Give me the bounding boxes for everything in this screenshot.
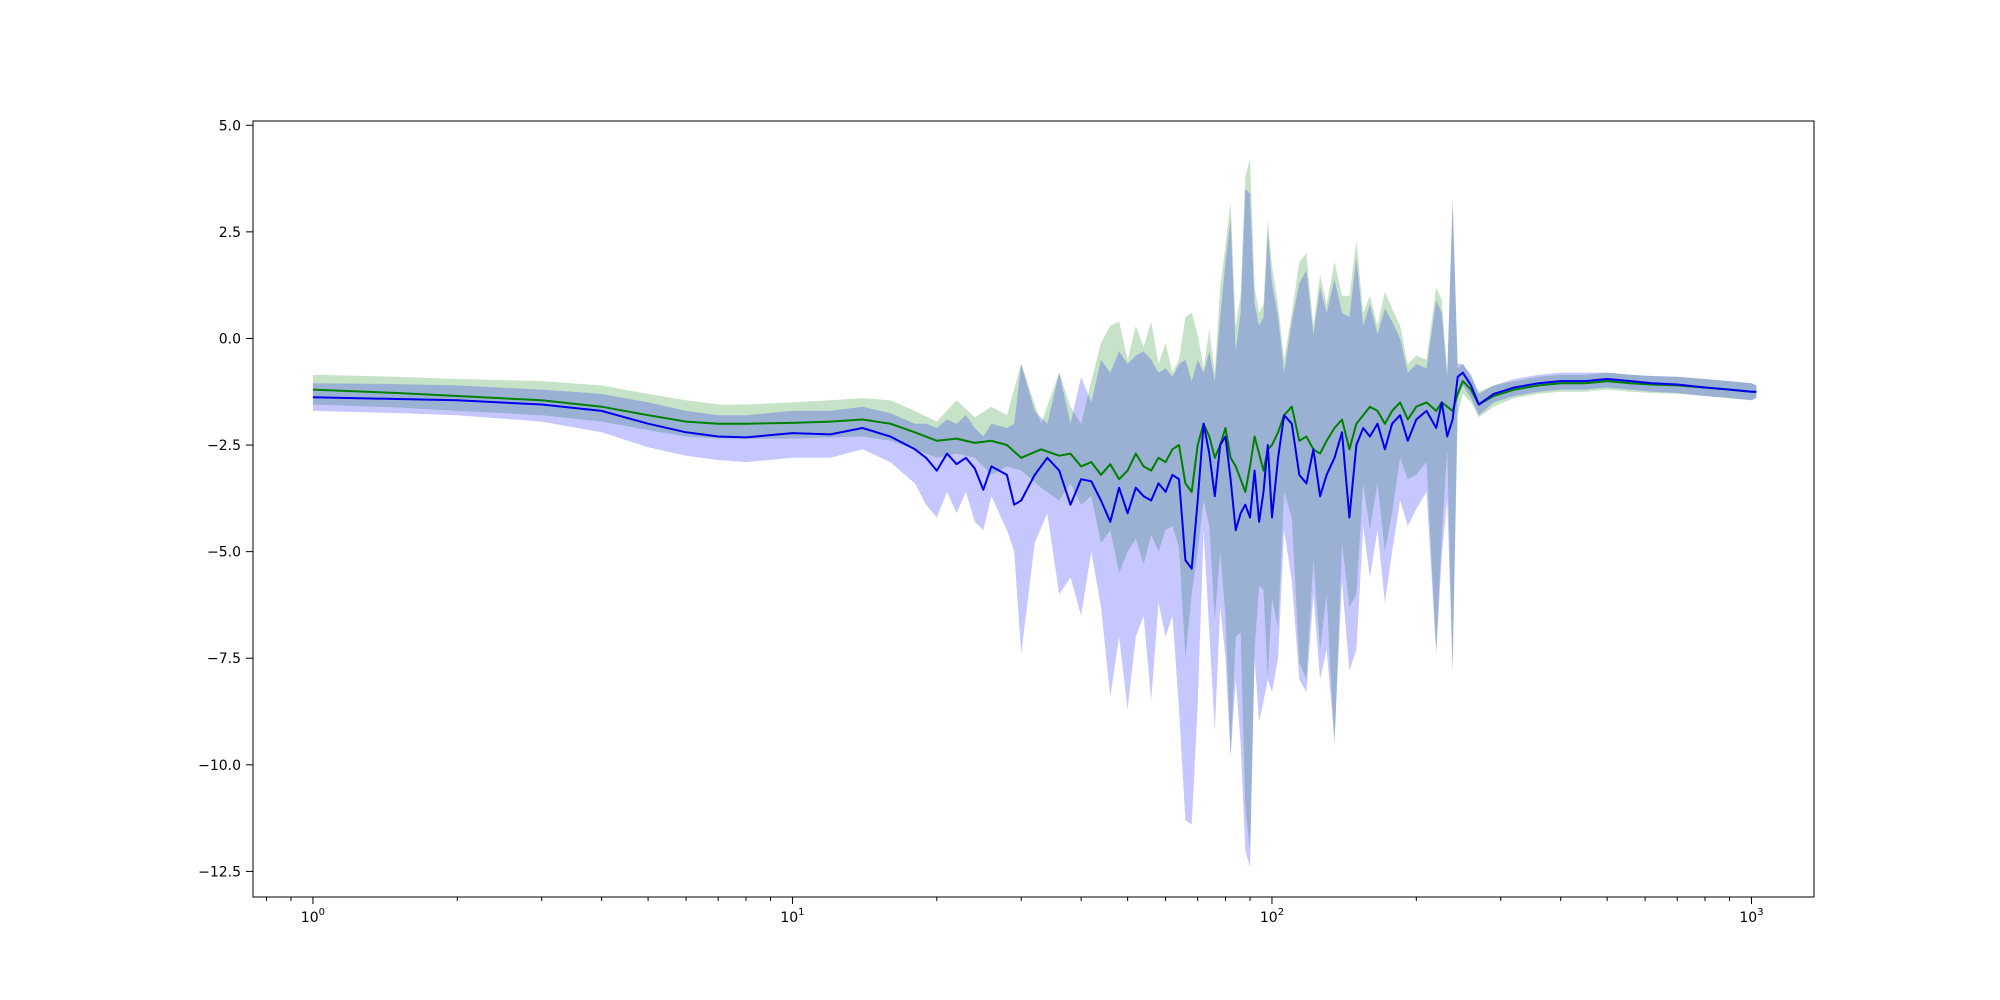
y-tick-label: 5.0 (219, 118, 241, 134)
series-0-band (312, 159, 1757, 851)
y-tick-label: −2.5 (207, 438, 241, 454)
series-1-line (312, 371, 1757, 570)
y-tick-label: −10.0 (198, 758, 241, 774)
series-0-line (312, 380, 1757, 493)
x-tick-label: 103 (1739, 907, 1763, 926)
series-1-band (312, 189, 1757, 868)
x-axis: 100 101 102 103 (265, 897, 1764, 926)
y-tick-label: −7.5 (207, 651, 241, 667)
axes-frame (252, 120, 1815, 898)
y-tick-label: −12.5 (198, 864, 241, 880)
y-tick-label: 0.0 (219, 331, 241, 347)
x-tick-label: 100 (301, 907, 325, 926)
plot-area (252, 120, 1815, 898)
x-tick-label: 102 (1260, 907, 1284, 926)
y-tick-label: 2.5 (219, 225, 241, 241)
y-tick-label: −5.0 (207, 545, 241, 561)
series-lines (312, 371, 1757, 570)
x-tick-label: 101 (780, 907, 804, 926)
confidence-bands (312, 159, 1757, 868)
y-axis: 5.0 2.5 0.0 −2.5 −5.0 −7.5 −10.0 −12.5 (198, 118, 253, 880)
axes-background (253, 121, 1814, 897)
